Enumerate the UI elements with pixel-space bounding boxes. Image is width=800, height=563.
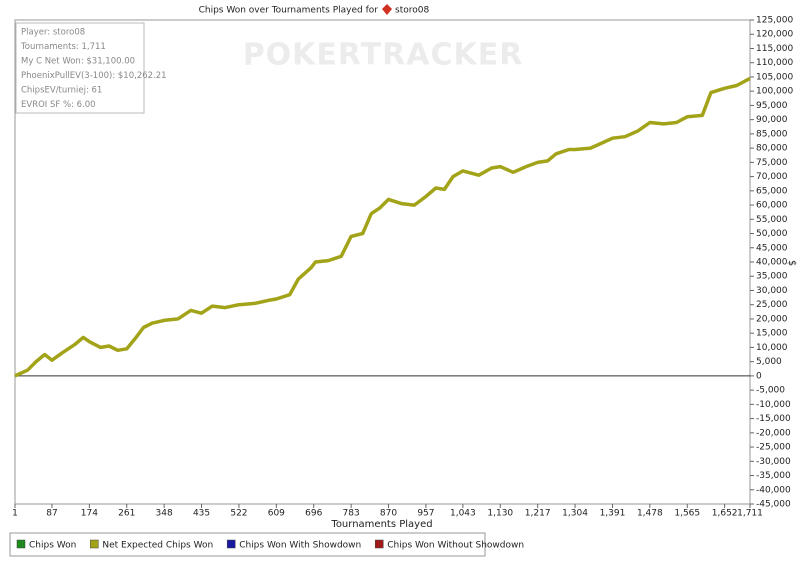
x-tick-label: 348 <box>156 509 173 519</box>
x-axis-label: Tournaments Played <box>330 519 432 530</box>
y-tick-label: -25,000 <box>756 443 791 453</box>
y-tick-label: 120,000 <box>756 30 793 40</box>
y-tick-label: 115,000 <box>756 44 793 54</box>
y-tick-label: 50,000 <box>756 229 788 239</box>
y-tick-label: 45,000 <box>756 243 788 253</box>
info-line: EVROI SF %: 6.00 <box>21 100 96 110</box>
y-tick-label: -30,000 <box>756 457 791 467</box>
x-tick-label: 261 <box>118 509 135 519</box>
player-icon <box>382 4 392 15</box>
info-line: My C Net Won: $31,100.00 <box>21 57 135 67</box>
y-tick-label: -40,000 <box>756 485 791 495</box>
y-tick-label: 35,000 <box>756 272 788 282</box>
y-tick-label: -5,000 <box>756 386 785 396</box>
x-tick-label: 1,652 <box>712 509 738 519</box>
legend-label: Chips Won <box>29 541 76 551</box>
y-tick-label: 110,000 <box>756 58 793 68</box>
x-tick-label: 1,565 <box>674 509 700 519</box>
y-tick-label: 10,000 <box>756 343 788 353</box>
y-tick-label: 55,000 <box>756 215 788 225</box>
x-tick-label: 87 <box>46 509 57 519</box>
legend-swatch <box>90 539 99 549</box>
info-line: ChipsEV/turniej: 61 <box>21 86 102 96</box>
x-tick-label: 696 <box>305 509 322 519</box>
y-tick-label: 100,000 <box>756 87 793 97</box>
x-tick-label: 609 <box>268 509 285 519</box>
y-tick-label: 5,000 <box>756 357 782 367</box>
y-tick-label: 15,000 <box>756 329 788 339</box>
x-tick-label: 957 <box>417 509 434 519</box>
y-tick-label: 90,000 <box>756 115 788 125</box>
y-tick-label: 65,000 <box>756 186 788 196</box>
x-tick-label: 1,130 <box>487 509 513 519</box>
y-tick-label: -45,000 <box>756 500 791 510</box>
x-tick-label: 1,391 <box>600 509 626 519</box>
info-line: PhoenixPullEV(3-100): $10,262.21 <box>21 71 167 81</box>
series-line <box>14 76 751 378</box>
legend-label: Net Expected Chips Won <box>102 541 213 551</box>
y-tick-label: 20,000 <box>756 314 788 324</box>
y-tick-label: 105,000 <box>756 72 793 82</box>
y-axis-label: $ <box>786 260 797 266</box>
y-tick-label: 95,000 <box>756 101 788 111</box>
y-tick-label: -10,000 <box>756 400 791 410</box>
x-tick-label: 435 <box>193 509 210 519</box>
legend-swatch <box>16 539 26 549</box>
watermark: POKERTRACKER <box>243 38 524 73</box>
x-tick-label: 783 <box>343 509 360 519</box>
info-box <box>15 22 145 114</box>
y-tick-label: -20,000 <box>756 428 791 438</box>
x-tick-label: 870 <box>380 509 397 519</box>
x-tick-label: 174 <box>81 509 98 519</box>
x-tick-label: 1,304 <box>562 509 588 519</box>
y-tick-label: 70,000 <box>756 172 788 182</box>
y-tick-label: 75,000 <box>756 158 788 168</box>
y-tick-label: 85,000 <box>756 129 788 139</box>
chart-title-player: storo08 <box>395 6 429 16</box>
y-tick-label: 0 <box>756 371 762 381</box>
legend-box <box>9 532 486 557</box>
y-tick-label: 25,000 <box>756 300 788 310</box>
y-tick-label: 60,000 <box>756 201 788 211</box>
y-tick-label: 125,000 <box>756 16 793 26</box>
y-tick-label: 30,000 <box>756 286 788 296</box>
chart-title: Chips Won over Tournaments Played for <box>199 6 379 16</box>
x-tick-label: 1,711 <box>737 509 763 519</box>
x-tick-label: 1,217 <box>525 509 551 519</box>
x-tick-label: 1,043 <box>450 509 476 519</box>
x-tick-label: 1,478 <box>637 509 663 519</box>
y-tick-label: 40,000 <box>756 258 788 268</box>
legend-swatch <box>226 539 236 549</box>
legend-label: Chips Won Without Showdown <box>387 541 524 551</box>
y-tick-label: 80,000 <box>756 144 788 154</box>
legend-label: Chips Won With Showdown <box>239 541 361 551</box>
info-line: Player: storo08 <box>21 28 85 38</box>
x-tick-label: 1 <box>12 509 18 519</box>
legend-swatch <box>375 539 384 549</box>
x-tick-label: 522 <box>230 509 247 519</box>
y-tick-label: -15,000 <box>756 414 791 424</box>
y-tick-label: -35,000 <box>756 471 791 481</box>
info-line: Tournaments: 1,711 <box>20 42 106 52</box>
